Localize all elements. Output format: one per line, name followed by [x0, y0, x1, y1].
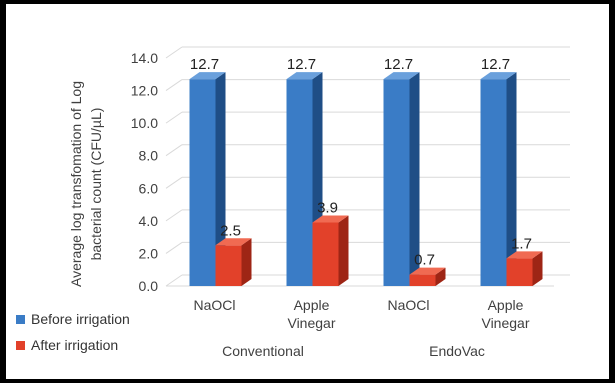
bar-after-top [215, 238, 252, 246]
y-axis-title-line-1: Average log transfomation of Log [68, 81, 84, 287]
legend-label: Before irrigation [31, 311, 130, 327]
bar-before-front [480, 79, 507, 287]
bar-after-side [532, 251, 543, 286]
gridline-depth [165, 176, 183, 189]
bar-before-top [286, 72, 323, 80]
legend-swatch [16, 341, 25, 350]
gridline-depth [165, 111, 183, 124]
y-tick-label: 8.0 [139, 148, 159, 164]
legend: Before irrigation After irrigation [16, 311, 130, 353]
bar-after-front [409, 274, 436, 286]
bar-after-side [338, 215, 349, 286]
bar-after-front [312, 222, 339, 286]
gridline-depth [165, 46, 183, 59]
bar-before-front [286, 79, 313, 287]
y-tick-label: 4.0 [139, 213, 159, 229]
legend-label: After irrigation [31, 337, 118, 353]
bar-before-top [480, 72, 517, 80]
x-category-label-line2: Vinegar [287, 315, 335, 331]
bar-before-front [383, 79, 410, 287]
y-tick-label: 10.0 [131, 115, 158, 131]
bar-after-top [312, 215, 349, 223]
bar-after-front [506, 258, 533, 286]
y-tick-label: 14.0 [131, 50, 158, 66]
y-tick-label: 0.0 [139, 278, 159, 294]
chart-frame: 0.0 2.0 4.0 6.0 8.0 10.0 12.0 14.0 12.7 2.5 12.7 3… [6, 4, 609, 379]
bar-after-top [506, 251, 543, 259]
chart: 0.0 2.0 4.0 6.0 8.0 10.0 12.0 14.0 12.7 2.5 12.7 3… [16, 46, 570, 359]
bar-after-top [409, 267, 446, 275]
x-category-label: Apple [294, 297, 330, 313]
data-label: 1.7 [511, 235, 532, 252]
bar-before-side [409, 72, 420, 287]
data-label: 12.7 [384, 56, 413, 73]
gridline-depth [165, 144, 183, 157]
bar-before-top [383, 72, 420, 80]
bar-after-side [435, 267, 446, 286]
y-tick-label: 2.0 [139, 245, 159, 261]
bar-before-top [189, 72, 226, 80]
gridline-depth [165, 209, 183, 222]
x-group-label: Conventional [222, 343, 304, 359]
legend-swatch [16, 315, 25, 324]
bars [189, 72, 543, 287]
x-category-label-line2: Vinegar [481, 315, 529, 331]
data-label: 12.7 [481, 56, 510, 73]
x-group-label: EndoVac [429, 343, 485, 359]
bar-after-side [241, 238, 252, 286]
y-axis-title-line-2: bacterial count (CFU/µL) [88, 108, 104, 261]
bar-after-front [215, 245, 242, 286]
y-axis: 0.0 2.0 4.0 6.0 8.0 10.0 12.0 14.0 [131, 50, 158, 294]
data-labels: 12.7 2.5 12.7 3.9 12.7 0.7 12.7 1.7 [190, 56, 532, 268]
bar-before-front [189, 79, 216, 287]
x-axis-labels: NaOCl Apple Vinegar NaOCl Apple Vinegar Conven… [193, 297, 529, 359]
bar-before-side [215, 72, 226, 287]
gridline-depth [165, 274, 183, 287]
data-label: 12.7 [190, 56, 219, 73]
gridline-depth [165, 242, 183, 254]
data-label: 0.7 [414, 252, 435, 269]
data-label: 2.5 [220, 222, 241, 239]
x-category-label: NaOCl [387, 297, 429, 313]
y-tick-label: 6.0 [139, 180, 159, 196]
x-category-label: NaOCl [193, 297, 235, 313]
y-tick-label: 12.0 [131, 83, 158, 99]
data-label: 12.7 [287, 56, 316, 73]
bar-before-side [506, 72, 517, 287]
x-category-label: Apple [488, 297, 524, 313]
gridline-depth [165, 79, 183, 91]
data-label: 3.9 [317, 199, 338, 216]
